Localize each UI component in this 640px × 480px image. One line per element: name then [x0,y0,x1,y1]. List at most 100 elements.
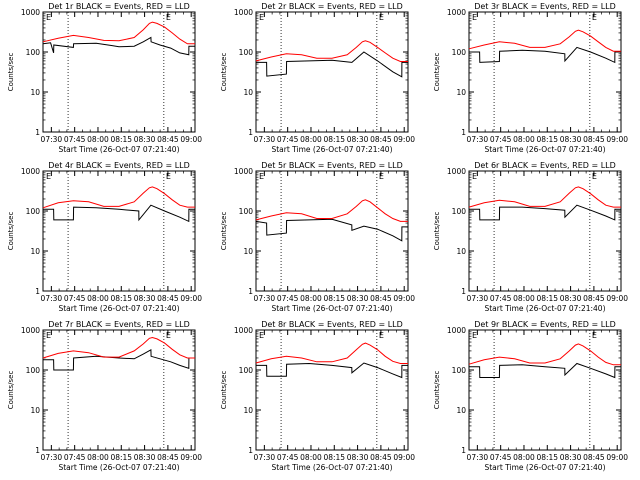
x-tick-label: 07:30 [254,453,276,462]
y-tick-label: 10 [30,247,40,256]
plot-frame [42,11,196,133]
y-tick-label: 100 [239,207,254,216]
panel-det-5: Det 5r BLACK = Events, RED = LLD 1 10 100 10… [220,161,415,313]
x-tick-label: 07:30 [41,294,63,303]
y-tick-label: 100 [26,207,41,216]
x-tick-label: 08:30 [347,294,369,303]
x-tick-label: 08:30 [560,135,582,144]
x-tick-label: 07:45 [490,294,512,303]
y-tick-label: 100 [26,366,41,375]
lld-series-line [255,342,408,364]
y-tick-label: 10 [456,247,466,256]
panel-det-8: Det 8r BLACK = Events, RED = LLD 1 10 100 10… [220,320,415,472]
x-axis-label: Start Time (26-Oct-07 07:21:40) [484,145,605,154]
x-tick-label: 07:45 [64,135,86,144]
x-tick-label: 07:45 [64,294,86,303]
e-marker: E [592,172,597,181]
x-tick-label: 08:00 [513,453,535,462]
panel-title: Det 4r BLACK = Events, RED = LLD [48,161,190,170]
x-tick-label: 08:15 [536,294,558,303]
panel-det-2: Det 2r BLACK = Events, RED = LLD 1 10 100 10… [220,2,415,154]
e-marker: E [259,13,264,22]
y-tick-label: 1 [461,446,466,455]
e-marker: E [46,331,51,340]
x-tick-label: 09:00 [606,294,628,303]
x-tick-label: 08:00 [300,453,322,462]
x-tick-label: 07:30 [41,135,63,144]
lld-series-line [42,336,195,359]
x-tick-label: 08:00 [87,135,109,144]
y-tick-label: 1000 [234,167,253,176]
y-tick-label: 100 [26,48,41,57]
e-marker: E [592,331,597,340]
x-tick-label: 08:30 [134,453,156,462]
panel-title: Det 1r BLACK = Events, RED = LLD [48,2,190,11]
x-tick-label: 07:45 [277,453,299,462]
y-axis-label: Counts/sec [7,212,15,251]
panel-det-3: Det 3r BLACK = Events, RED = LLD 1 10 100 10… [433,2,628,154]
x-axis-label: Start Time (26-Oct-07 07:21:40) [484,463,605,472]
y-tick-label: 10 [30,88,40,97]
x-tick-label: 08:45 [583,135,605,144]
x-tick-label: 08:00 [300,135,322,144]
e-marker: E [379,172,384,181]
e-marker: E [166,331,171,340]
y-tick-label: 10 [456,88,466,97]
x-tick-label: 07:45 [490,453,512,462]
y-tick-label: 1000 [234,8,253,17]
y-tick-label: 1 [248,287,253,296]
lld-series-line [42,21,195,45]
x-axis-label: Start Time (26-Oct-07 07:21:40) [271,463,392,472]
x-tick-label: 08:00 [87,294,109,303]
events-series-line [43,348,195,371]
panel-det-7: Det 7r BLACK = Events, RED = LLD 1 10 100 10… [7,320,202,472]
events-series-line [42,36,195,56]
x-tick-label: 08:15 [110,135,132,144]
y-axis-label: Counts/sec [433,212,441,251]
x-tick-label: 07:45 [490,135,512,144]
panel-det-4: Det 4r BLACK = Events, RED = LLD 1 10 100 10… [7,161,202,313]
x-axis-label: Start Time (26-Oct-07 07:21:40) [271,145,392,154]
e-marker: E [592,13,597,22]
x-tick-label: 08:15 [110,294,132,303]
y-tick-label: 100 [452,48,467,57]
panel-det-1: Det 1r BLACK = Events, RED = LLD 1 10 100 10… [7,2,202,154]
y-tick-label: 1000 [447,8,466,17]
plot-frame [468,329,622,451]
events-series-line [469,204,621,221]
x-tick-label: 09:00 [606,453,628,462]
events-series-line [469,46,621,64]
e-marker: E [259,331,264,340]
y-tick-label: 1 [461,128,466,137]
y-tick-label: 10 [30,406,40,415]
plot-frame [42,170,196,292]
x-axis-label: Start Time (26-Oct-07 07:21:40) [58,463,179,472]
panel-title: Det 3r BLACK = Events, RED = LLD [474,2,616,11]
x-tick-label: 09:00 [180,294,202,303]
y-tick-label: 1000 [234,326,253,335]
lld-series-line [255,199,408,222]
y-tick-label: 10 [243,247,253,256]
y-tick-label: 1 [248,446,253,455]
e-marker: E [166,13,171,22]
x-tick-label: 09:00 [180,135,202,144]
e-marker: E [379,331,384,340]
y-tick-label: 10 [456,406,466,415]
x-tick-label: 09:00 [393,453,415,462]
lld-series-line [468,186,621,208]
x-tick-label: 08:00 [87,453,109,462]
plot-frame [468,11,622,133]
panel-title: Det 6r BLACK = Events, RED = LLD [474,161,616,170]
x-tick-label: 08:15 [323,453,345,462]
x-tick-label: 07:30 [254,294,276,303]
e-marker: E [259,172,264,181]
lld-series-line [468,29,621,52]
y-axis-label: Counts/sec [7,53,15,92]
x-tick-label: 08:45 [370,294,392,303]
x-tick-label: 08:45 [370,135,392,144]
y-tick-label: 10 [243,88,253,97]
x-tick-label: 08:15 [110,453,132,462]
x-axis-label: Start Time (26-Oct-07 07:21:40) [271,304,392,313]
x-tick-label: 08:30 [347,135,369,144]
